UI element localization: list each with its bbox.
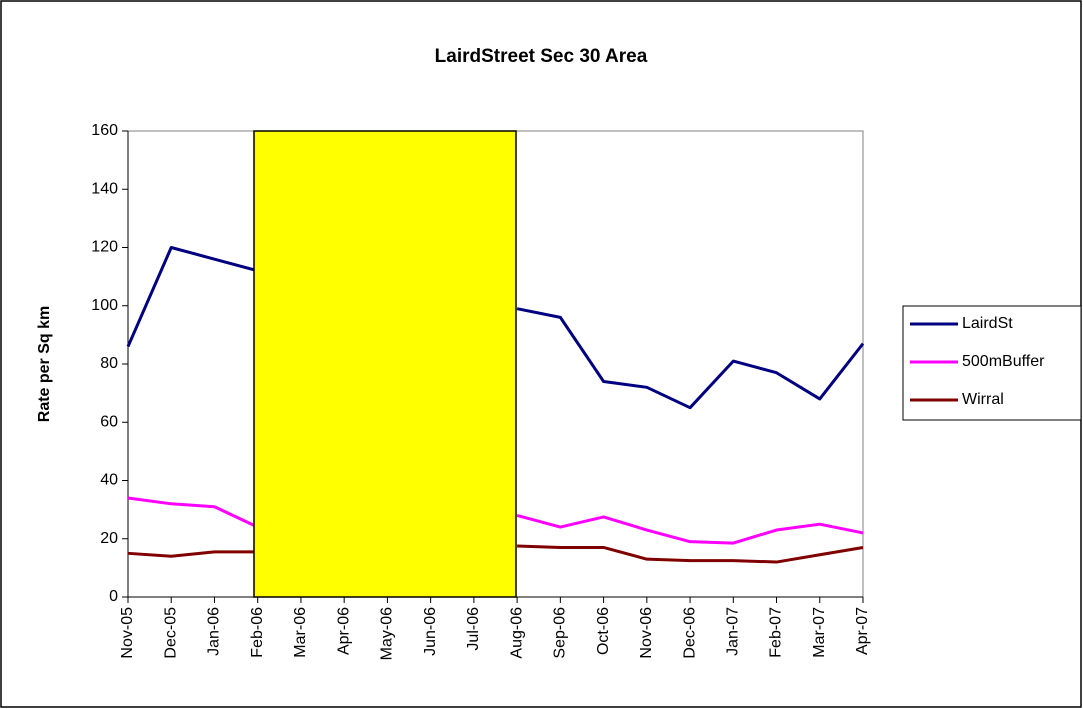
x-tick-label: Mar-06 bbox=[292, 607, 309, 658]
legend-label: Wirral bbox=[962, 391, 1004, 408]
x-tick-label: Nov-06 bbox=[638, 607, 655, 659]
x-tick-label: Jul-06 bbox=[465, 607, 482, 651]
series-line bbox=[127, 496, 864, 545]
series-line bbox=[126, 246, 865, 410]
x-tick-label: Apr-06 bbox=[335, 607, 352, 655]
x-tick-label: Jun-06 bbox=[422, 607, 439, 656]
y-tick-label: 100 bbox=[91, 297, 118, 314]
y-tick-label: 0 bbox=[109, 588, 118, 605]
legend-label: LairdSt bbox=[962, 315, 1013, 332]
x-tick-label: Apr-07 bbox=[854, 607, 871, 655]
y-tick-label: 140 bbox=[91, 180, 118, 197]
x-tick-label: Jan-06 bbox=[206, 607, 223, 656]
y-tick-label: 40 bbox=[100, 472, 118, 489]
overlay-box bbox=[253, 130, 517, 598]
legend-label: 500mBuffer bbox=[962, 353, 1045, 370]
x-tick-label: Feb-07 bbox=[768, 607, 785, 658]
x-tick-label: Aug-06 bbox=[508, 607, 525, 659]
x-tick-label: Dec-06 bbox=[681, 607, 698, 659]
y-tick-label: 20 bbox=[100, 530, 118, 547]
y-axis-label: Rate per Sq km bbox=[36, 306, 53, 422]
y-tick-label: 160 bbox=[91, 122, 118, 139]
y-tick-label: 120 bbox=[91, 239, 118, 256]
x-tick-label: Nov-05 bbox=[119, 607, 136, 659]
x-tick-label: May-06 bbox=[379, 607, 396, 660]
x-tick-label: Mar-07 bbox=[811, 607, 828, 658]
y-tick-label: 80 bbox=[100, 355, 118, 372]
chart-title: LairdStreet Sec 30 Area bbox=[435, 46, 648, 67]
x-tick-label: Oct-06 bbox=[595, 607, 612, 655]
x-tick-label: Feb-06 bbox=[249, 607, 266, 658]
y-tick-label: 60 bbox=[100, 413, 118, 430]
series-line bbox=[127, 544, 864, 564]
x-tick-label: Dec-05 bbox=[162, 607, 179, 659]
x-tick-label: Jan-07 bbox=[725, 607, 742, 656]
x-tick-label: Sep-06 bbox=[552, 607, 569, 659]
